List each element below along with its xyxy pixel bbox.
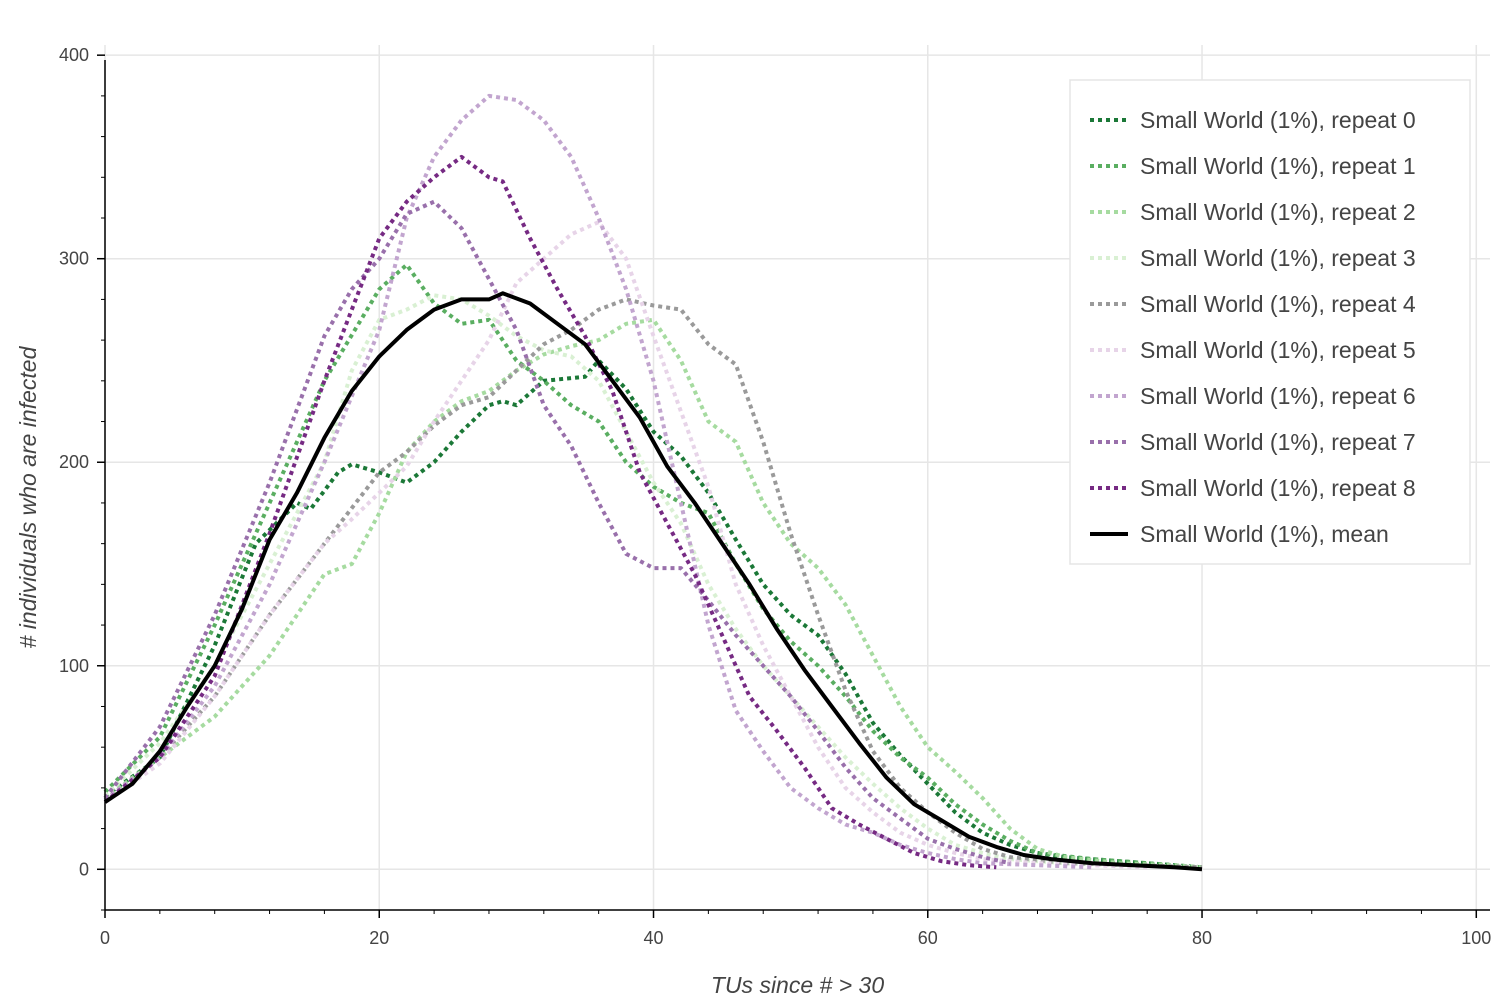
series-line-3: [103, 293, 1203, 870]
series-line-8: [103, 154, 997, 870]
legend-box: [1069, 79, 1471, 565]
x-tick-label: 40: [643, 928, 663, 948]
legend: Small World (1%), repeat 0 Small World (1…: [1069, 79, 1471, 565]
legend-label-9: Small World (1%), mean: [1140, 521, 1389, 547]
x-tick-label: 100: [1461, 928, 1491, 948]
legend-label-0: Small World (1%), repeat 0: [1140, 107, 1416, 133]
legend-label-3: Small World (1%), repeat 3: [1140, 245, 1416, 271]
legend-label-1: Small World (1%), repeat 1: [1140, 153, 1416, 179]
series-lines: [103, 93, 1203, 872]
series-line-9: [103, 291, 1203, 872]
x-tick-label: 60: [918, 928, 938, 948]
y-tick-label: 0: [79, 859, 89, 879]
y-tick-label: 400: [59, 45, 89, 65]
x-axis-label: TUs since # > 30: [711, 972, 884, 998]
x-tick-label: 20: [369, 928, 389, 948]
axes: 0 20 40 60 80 100 0 100 200 300 400 TUs since # > 3…: [15, 45, 1491, 998]
series-line-0: [103, 358, 1203, 870]
legend-label-4: Small World (1%), repeat 4: [1140, 291, 1416, 317]
series-line-6: [103, 93, 1093, 870]
x-tick-label: 80: [1192, 928, 1212, 948]
series-line-7: [103, 199, 1011, 866]
y-tick-label: 200: [59, 452, 89, 472]
y-tick-label: 300: [59, 249, 89, 269]
legend-label-2: Small World (1%), repeat 2: [1140, 199, 1416, 225]
legend-label-7: Small World (1%), repeat 7: [1140, 429, 1416, 455]
legend-label-6: Small World (1%), repeat 6: [1140, 383, 1416, 409]
series-line-5: [103, 220, 1148, 870]
legend-label-8: Small World (1%), repeat 8: [1140, 475, 1416, 501]
legend-label-5: Small World (1%), repeat 5: [1140, 337, 1416, 363]
y-axis-label: # individuals who are infected: [15, 345, 41, 648]
series-line-4: [103, 297, 1203, 870]
x-tick-label: 0: [100, 928, 110, 948]
series-line-2: [103, 317, 1203, 870]
y-tick-label: 100: [59, 656, 89, 676]
